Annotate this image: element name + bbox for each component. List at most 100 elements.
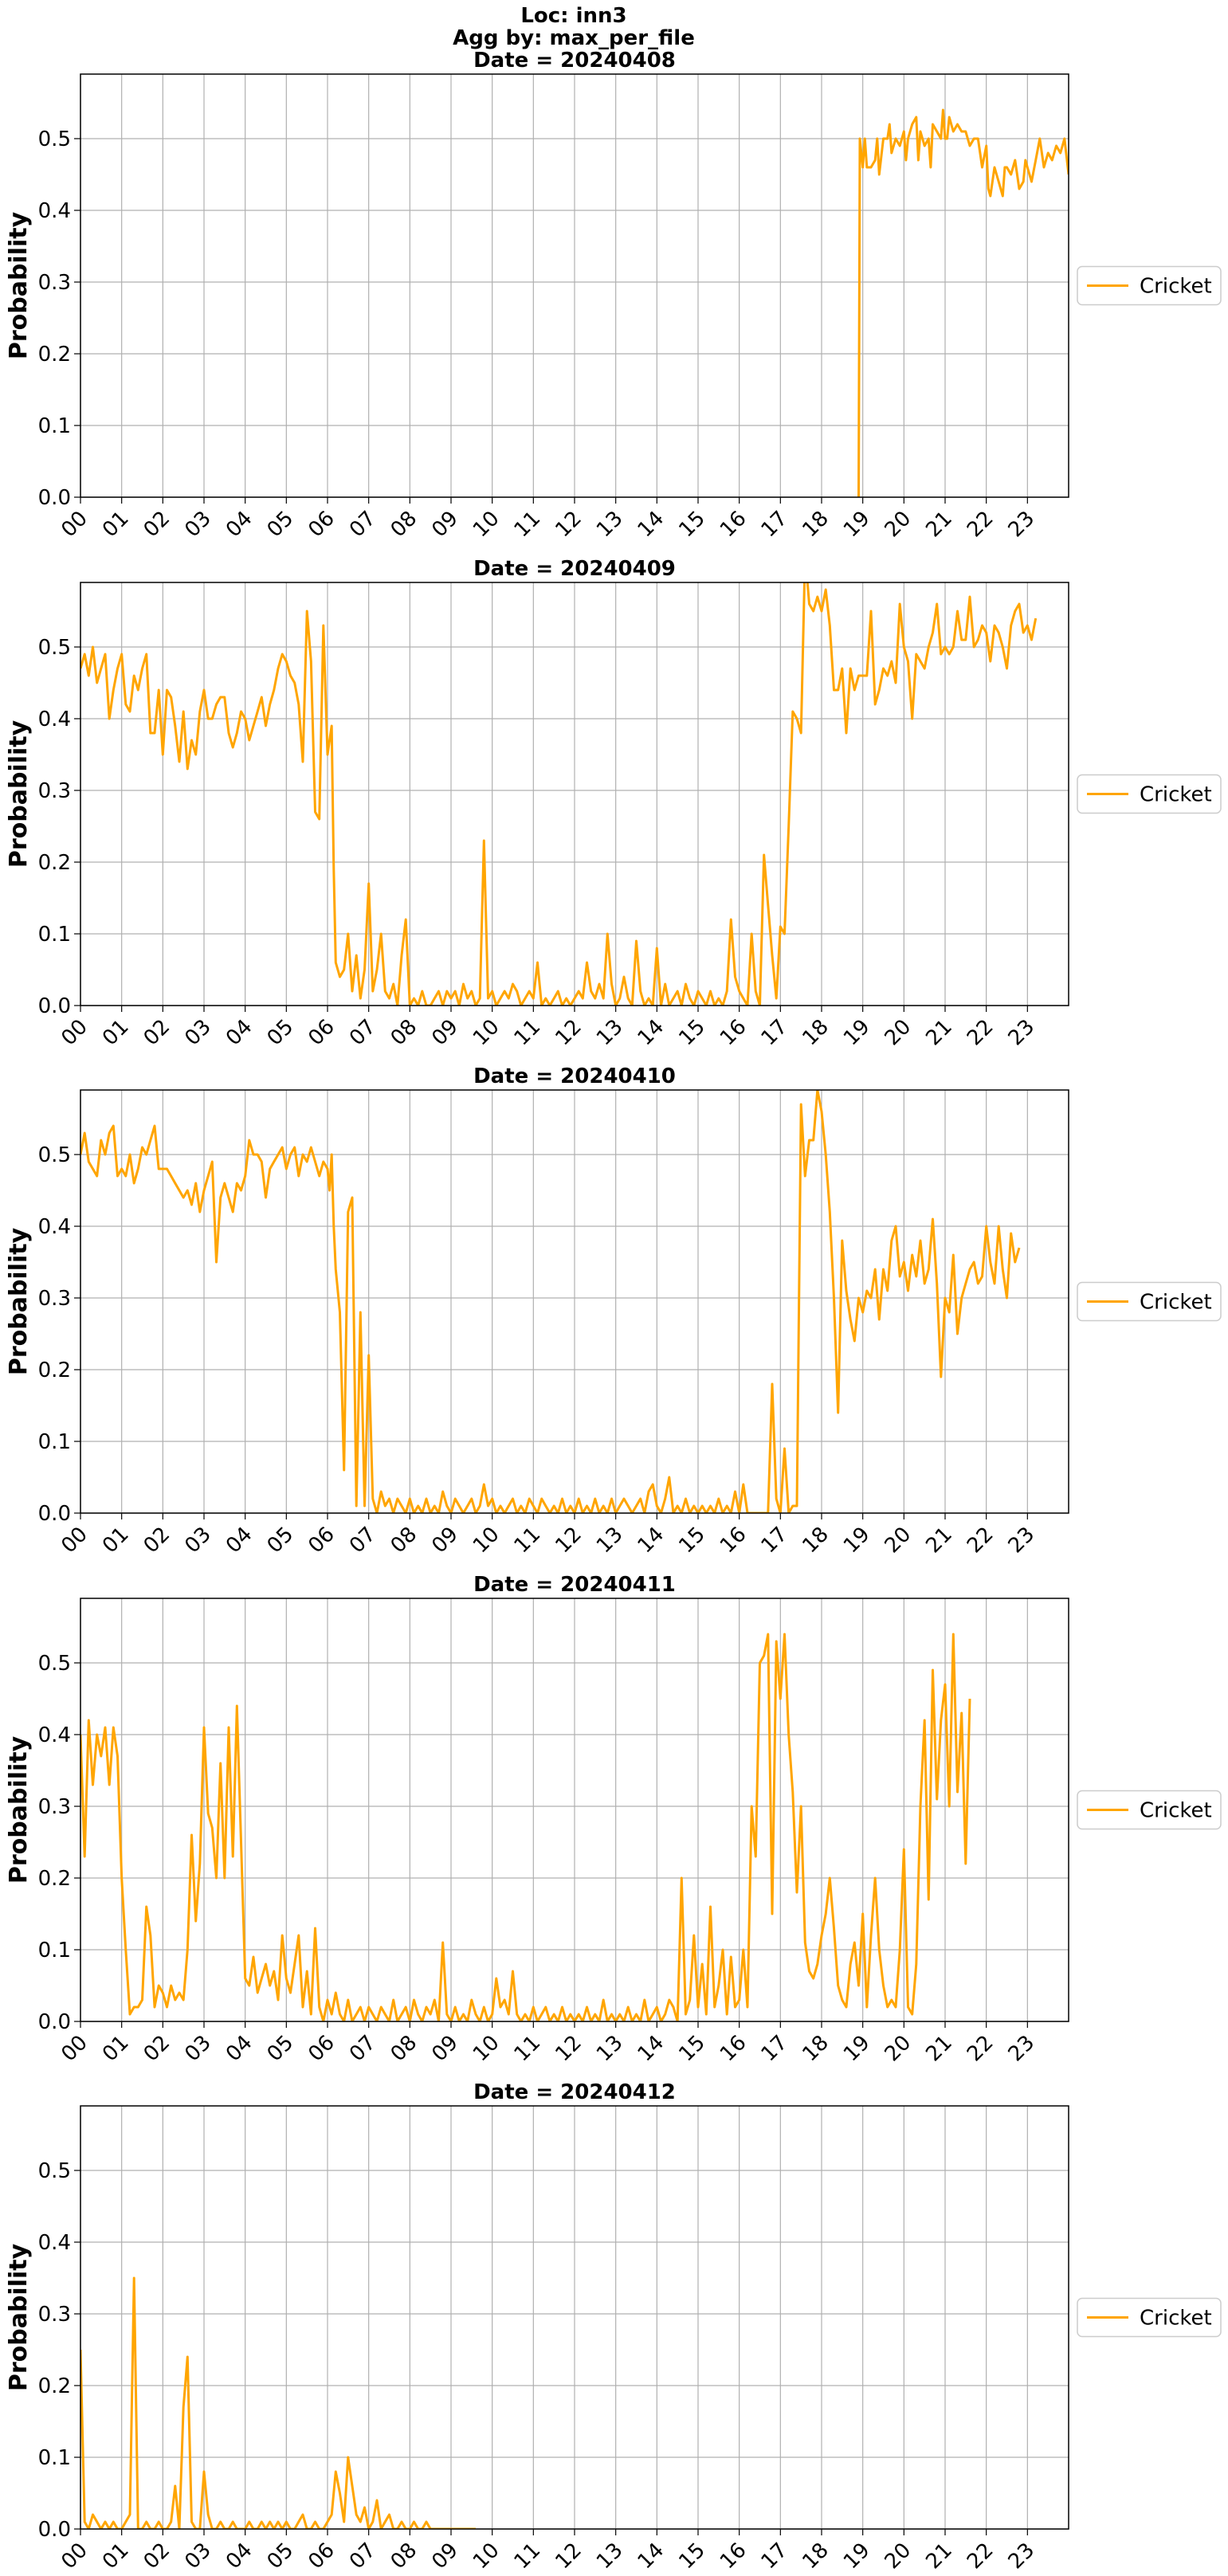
x-tick-label: 16 bbox=[716, 2031, 751, 2067]
x-tick-label: 18 bbox=[798, 1015, 834, 1051]
x-tick-label: 21 bbox=[921, 1523, 957, 1559]
y-tick-label: 0.1 bbox=[38, 1939, 71, 1962]
x-tick-label: 04 bbox=[222, 507, 257, 543]
y-tick-label: 0.4 bbox=[38, 199, 71, 223]
legend: Cricket bbox=[1077, 2297, 1222, 2338]
y-tick-label: 0.1 bbox=[38, 923, 71, 947]
axes-frame bbox=[80, 1089, 1069, 1514]
x-tick-label: 23 bbox=[1004, 1015, 1040, 1051]
x-tick-label: 13 bbox=[592, 1015, 628, 1051]
x-tick-label: 15 bbox=[674, 2031, 710, 2067]
x-tick-label: 09 bbox=[427, 2031, 463, 2067]
y-tick-label: 0.2 bbox=[38, 1359, 71, 1382]
x-tick-label: 09 bbox=[427, 507, 463, 543]
x-tick-label: 03 bbox=[180, 2539, 216, 2574]
x-tick-label: 14 bbox=[634, 1015, 669, 1051]
axes-frame bbox=[80, 73, 1069, 498]
x-tick-label: 16 bbox=[716, 507, 751, 543]
x-tick-label: 16 bbox=[716, 1015, 751, 1051]
y-tick-label: 0.2 bbox=[38, 1867, 71, 1891]
x-tick-label: 14 bbox=[634, 2031, 669, 2067]
x-tick-label: 06 bbox=[304, 1015, 339, 1051]
x-tick-label: 00 bbox=[57, 507, 92, 543]
y-tick-label: 0.2 bbox=[38, 2374, 71, 2398]
y-tick-label: 0.5 bbox=[38, 127, 71, 151]
x-tick-label: 06 bbox=[304, 2031, 339, 2067]
x-tick-label: 03 bbox=[180, 2031, 216, 2067]
y-tick-label: 0.0 bbox=[38, 1502, 71, 1526]
legend-label: Cricket bbox=[1140, 1291, 1212, 1315]
axes-frame bbox=[80, 2105, 1069, 2530]
x-tick-label: 08 bbox=[386, 1523, 422, 1559]
y-tick-label: 0.3 bbox=[38, 271, 71, 295]
x-tick-label: 17 bbox=[757, 2539, 793, 2574]
x-tick-label: 21 bbox=[921, 507, 957, 543]
x-tick-label: 18 bbox=[798, 2031, 834, 2067]
x-tick-label: 04 bbox=[222, 1015, 257, 1051]
legend: Cricket bbox=[1077, 265, 1222, 306]
x-tick-label: 20 bbox=[881, 507, 916, 543]
y-tick-label: 0.3 bbox=[38, 2303, 71, 2327]
series-line-cricket bbox=[857, 108, 1069, 497]
legend: Cricket bbox=[1077, 1790, 1222, 1830]
x-tick-label: 12 bbox=[551, 1523, 587, 1559]
x-tick-label: 16 bbox=[716, 1523, 751, 1559]
x-tick-label: 03 bbox=[180, 1523, 216, 1559]
x-tick-label: 10 bbox=[469, 2539, 504, 2574]
series-line-cricket bbox=[80, 1633, 971, 2021]
y-tick-label: 0.1 bbox=[38, 414, 71, 438]
x-tick-label: 15 bbox=[674, 1015, 710, 1051]
x-tick-label: 18 bbox=[798, 2539, 834, 2574]
x-tick-label: 07 bbox=[345, 2539, 381, 2574]
x-tick-label: 23 bbox=[1004, 507, 1040, 543]
x-tick-label: 00 bbox=[57, 1523, 92, 1559]
x-tick-label: 12 bbox=[551, 2031, 587, 2067]
x-tick-label: 08 bbox=[386, 1015, 422, 1051]
x-tick-label: 02 bbox=[139, 1523, 175, 1559]
series-line-cricket bbox=[80, 582, 1038, 1006]
y-tick-label: 0.4 bbox=[38, 2231, 71, 2255]
x-tick-label: 15 bbox=[674, 2539, 710, 2574]
y-tick-label: 0.3 bbox=[38, 1795, 71, 1819]
x-tick-label: 00 bbox=[57, 2031, 92, 2067]
x-tick-label: 13 bbox=[592, 2539, 628, 2574]
x-tick-label: 14 bbox=[634, 507, 669, 543]
y-axis-label: Probability bbox=[5, 211, 33, 359]
x-tick-label: 22 bbox=[963, 1523, 998, 1559]
x-tick-label: 14 bbox=[634, 2539, 669, 2574]
x-tick-label: 20 bbox=[881, 2031, 916, 2067]
x-tick-label: 08 bbox=[386, 2031, 422, 2067]
legend-box bbox=[1077, 1281, 1222, 1322]
x-tick-label: 17 bbox=[757, 2031, 793, 2067]
x-tick-label: 01 bbox=[98, 2031, 134, 2067]
x-tick-label: 05 bbox=[263, 2539, 299, 2574]
x-tick-label: 05 bbox=[263, 1015, 299, 1051]
x-tick-label: 02 bbox=[139, 507, 175, 543]
axes-frame bbox=[80, 582, 1069, 1006]
y-tick-label: 0.4 bbox=[38, 1215, 71, 1239]
x-tick-label: 12 bbox=[551, 507, 587, 543]
y-tick-label: 0.0 bbox=[38, 486, 71, 510]
y-tick-label: 0.4 bbox=[38, 708, 71, 731]
y-tick-label: 0.4 bbox=[38, 1723, 71, 1747]
x-tick-label: 01 bbox=[98, 1015, 134, 1051]
x-tick-label: 03 bbox=[180, 1015, 216, 1051]
x-tick-label: 06 bbox=[304, 507, 339, 543]
x-tick-label: 22 bbox=[963, 507, 998, 543]
legend: Cricket bbox=[1077, 1281, 1222, 1322]
x-tick-label: 01 bbox=[98, 507, 134, 543]
x-tick-label: 11 bbox=[510, 1523, 546, 1559]
x-tick-label: 20 bbox=[881, 1523, 916, 1559]
y-tick-label: 0.2 bbox=[38, 343, 71, 367]
y-tick-label: 0.5 bbox=[38, 636, 71, 660]
x-tick-label: 11 bbox=[510, 2539, 546, 2574]
series-line-cricket bbox=[80, 1090, 1021, 1513]
x-tick-label: 08 bbox=[386, 507, 422, 543]
y-tick-label: 0.0 bbox=[38, 2518, 71, 2542]
x-tick-label: 01 bbox=[98, 2539, 134, 2574]
x-tick-label: 15 bbox=[674, 507, 710, 543]
x-tick-label: 06 bbox=[304, 1523, 339, 1559]
